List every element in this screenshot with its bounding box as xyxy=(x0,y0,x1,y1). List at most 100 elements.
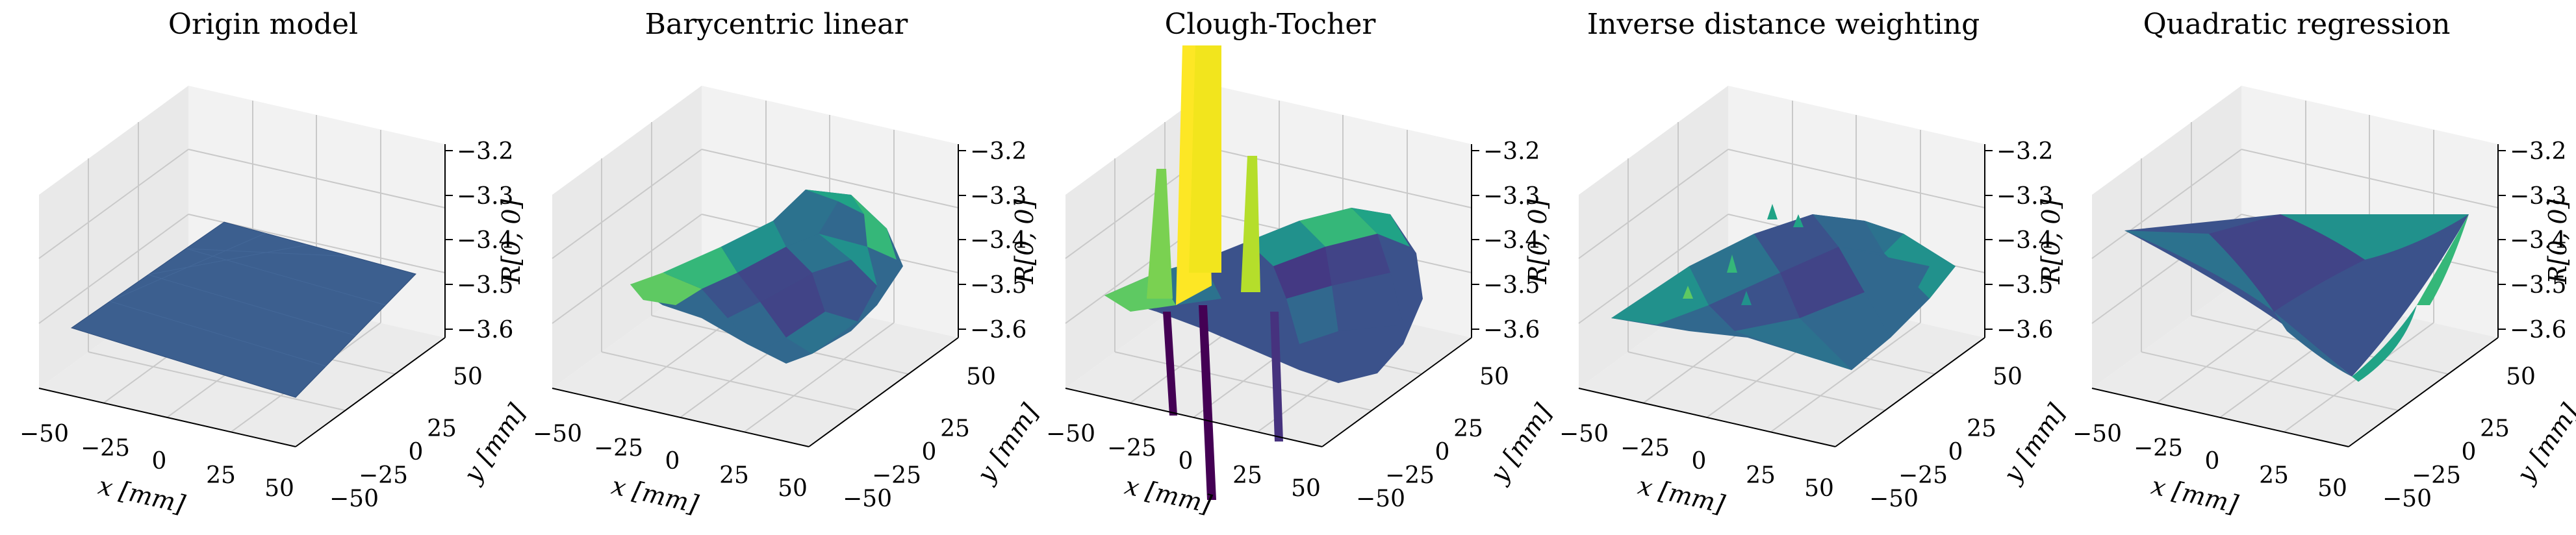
y-tick-label: 25 xyxy=(1453,416,1483,442)
z-axis-label: R[0, 0] xyxy=(2037,199,2065,284)
y-axis-label: y [mm] xyxy=(1484,399,1557,489)
y-tick-label: −25 xyxy=(1898,462,1948,489)
x-axis-label: x [mm] xyxy=(1122,471,1214,519)
z-tick-label: −3.5 xyxy=(2510,272,2566,299)
x-tick-label: 25 xyxy=(1232,462,1262,489)
x-tick-label: −50 xyxy=(1046,421,1095,447)
y-tick-label: 50 xyxy=(1479,364,1509,390)
y-tick-label: −50 xyxy=(329,486,379,512)
x-tick-label: −25 xyxy=(1107,435,1156,462)
panel-title: Inverse distance weighting xyxy=(1587,8,1980,41)
spike-down xyxy=(1163,312,1177,416)
z-tick-label: −3.3 xyxy=(970,183,1027,210)
x-axis-label: x [mm] xyxy=(96,471,188,519)
z-axis-label: R[0, 0] xyxy=(497,199,526,284)
y-tick-label: −25 xyxy=(1385,462,1435,489)
x-tick-label: 50 xyxy=(1804,475,1834,502)
x-tick-label: 0 xyxy=(665,448,680,475)
panel-origin-model: Origin model −3.6 xyxy=(19,8,531,519)
z-tick-label: −3.6 xyxy=(1996,317,2053,343)
z-tick-label: −3.2 xyxy=(1483,138,1540,165)
side-pane xyxy=(39,86,188,388)
y-tick-label: 25 xyxy=(1967,416,1996,442)
z-axis-label: R[0, 0] xyxy=(1524,199,1552,284)
panel-barycentric-linear: Barycentric linear xyxy=(533,8,1044,519)
bump xyxy=(1767,204,1778,219)
z-tick-label: −3.6 xyxy=(1483,317,1540,343)
z-tick-label: −3.2 xyxy=(2510,138,2566,165)
x-tick-label: 0 xyxy=(1692,448,1707,475)
x-tick-label: −25 xyxy=(1620,435,1670,462)
x-tick-label: 0 xyxy=(152,448,167,475)
y-tick-label: 50 xyxy=(2506,364,2536,390)
y-axis-label: y [mm] xyxy=(2510,399,2576,489)
z-axis: −3.6 −3.5 −3.4 −3.3 −3.2 R[0, 0] xyxy=(1471,138,1552,343)
y-tick-label: 50 xyxy=(1993,364,2022,390)
z-tick-label: −3.4 xyxy=(1483,227,1540,254)
y-tick-label: −50 xyxy=(1356,486,1405,512)
y-tick-label: 0 xyxy=(2462,439,2477,466)
panel-title: Quadratic regression xyxy=(2143,8,2451,41)
z-tick-label: −3.2 xyxy=(970,138,1027,165)
z-tick-label: −3.3 xyxy=(2510,183,2566,210)
z-tick-label: −3.4 xyxy=(457,227,513,254)
z-tick-label: −3.4 xyxy=(1996,227,2053,254)
z-tick-label: −3.5 xyxy=(1996,272,2053,299)
x-tick-label: −50 xyxy=(1559,421,1609,447)
y-axis-label: y [mm] xyxy=(1997,399,2071,489)
z-tick-label: −3.5 xyxy=(1483,272,1540,299)
panel-quadratic-regression: Quadratic regression xyxy=(2072,8,2576,519)
z-tick-label: −3.6 xyxy=(970,317,1027,343)
x-tick-label: 50 xyxy=(778,475,808,502)
z-axis: −3.6 −3.5 −3.4 −3.3 −3.2 R[0, 0] xyxy=(1984,138,2065,343)
x-tick-label: 25 xyxy=(2259,462,2289,489)
z-axis: −3.6 −3.5 −3.4 −3.3 −3.2 R[0, 0] xyxy=(2497,138,2572,343)
x-tick-label: −50 xyxy=(2072,421,2122,447)
z-tick-label: −3.4 xyxy=(970,227,1027,254)
surface-flat-plane xyxy=(70,221,416,398)
bump xyxy=(1727,255,1737,273)
y-axis-label: y [mm] xyxy=(457,399,531,489)
y-tick-label: 50 xyxy=(453,364,483,390)
z-axis-label: R[0, 0] xyxy=(2544,199,2572,284)
x-tick-label: 50 xyxy=(1291,475,1321,502)
side-pane xyxy=(1065,86,1215,388)
x-axis-label: x [mm] xyxy=(1635,471,1728,519)
surface-oscillating xyxy=(1104,45,1423,500)
panel-title: Barycentric linear xyxy=(645,8,909,41)
y-tick-label: −50 xyxy=(843,486,892,512)
surface-mesh xyxy=(109,232,387,367)
y-tick-label: −50 xyxy=(1869,486,1919,512)
y-tick-label: 0 xyxy=(922,439,937,466)
x-axis-label: x [mm] xyxy=(609,471,701,519)
x-tick-label: 50 xyxy=(264,475,294,502)
y-tick-label: 25 xyxy=(2480,416,2510,442)
z-axis-label: R[0, 0] xyxy=(1010,199,1039,284)
bump xyxy=(1683,286,1693,299)
z-tick-label: −3.2 xyxy=(1996,138,2053,165)
spike-up xyxy=(1189,45,1221,273)
surface-idw xyxy=(1611,204,1956,370)
x-tick-label: 25 xyxy=(206,462,236,489)
x-tick-label: −25 xyxy=(594,435,643,462)
z-axis: −3.6 −3.5 −3.4 −3.3 −3.2 R[0, 0] xyxy=(958,138,1039,343)
z-tick-label: −3.5 xyxy=(457,272,513,299)
x-tick-label: −50 xyxy=(533,421,582,447)
y-tick-label: 0 xyxy=(409,439,424,466)
spike-down xyxy=(1270,312,1283,442)
surface-rough xyxy=(630,190,903,364)
z-tick-label: −3.5 xyxy=(970,272,1027,299)
z-tick-label: −3.3 xyxy=(1483,183,1540,210)
z-tick-label: −3.4 xyxy=(2510,227,2566,254)
x-tick-label: −50 xyxy=(19,421,69,447)
x-tick-label: 0 xyxy=(2205,448,2220,475)
x-tick-label: 50 xyxy=(2317,475,2347,502)
x-tick-label: 25 xyxy=(1746,462,1776,489)
x-tick-label: −25 xyxy=(2134,435,2183,462)
z-tick-label: −3.2 xyxy=(457,138,513,165)
side-pane xyxy=(1579,86,1728,388)
spike-up xyxy=(1147,169,1173,299)
panel-inverse-distance-weighting: Inverse distance weighting xyxy=(1559,8,2071,519)
spike-down xyxy=(1199,305,1216,500)
